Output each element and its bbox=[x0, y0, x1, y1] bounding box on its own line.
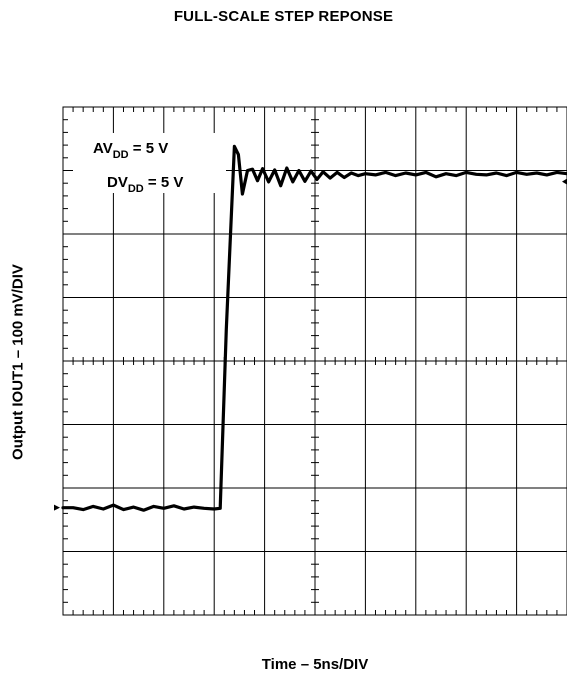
avdd-annotation: AVDD = 5 V bbox=[93, 140, 168, 161]
level-reference-marker bbox=[562, 178, 567, 185]
step-response-trace bbox=[61, 144, 567, 512]
x-axis-label: Time – 5ns/DIV bbox=[261, 656, 369, 673]
dvdd-annotation: DVDD = 5 V bbox=[107, 174, 183, 195]
annotation-background bbox=[73, 133, 226, 193]
trace-layer bbox=[61, 144, 567, 512]
ground-reference-marker bbox=[54, 504, 60, 511]
chart-title: FULL-SCALE STEP REPONSE bbox=[173, 8, 394, 25]
markers bbox=[54, 178, 567, 511]
annotation-box: AVDD = 5 V DVDD = 5 V bbox=[73, 133, 226, 195]
